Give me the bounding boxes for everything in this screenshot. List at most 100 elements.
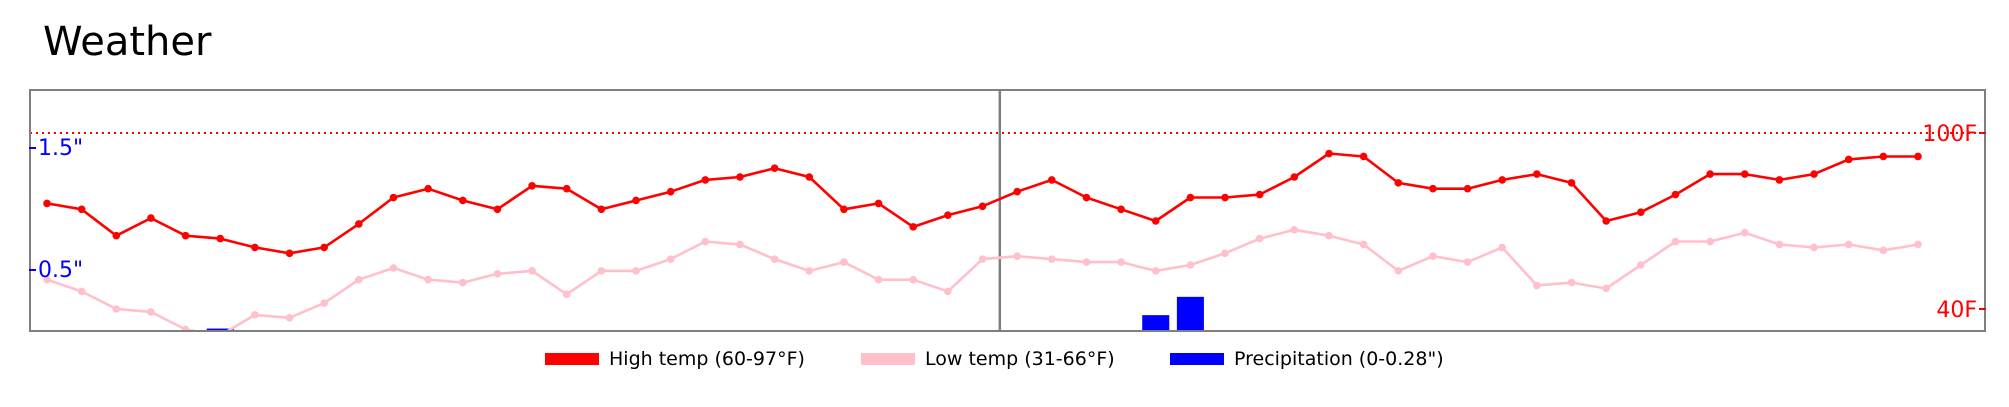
low-temp-point-14 — [493, 270, 502, 278]
low-temp-point-40 — [1394, 267, 1403, 275]
high-temp-point-38 — [1325, 149, 1333, 158]
low-temp-point-25 — [874, 275, 883, 284]
high-temp-point-1 — [43, 199, 51, 208]
low-temp-point-27 — [944, 287, 952, 296]
low-temp-point-22 — [770, 255, 779, 263]
low-temp-point-49 — [1706, 237, 1714, 246]
low-temp-point-54 — [1879, 246, 1888, 255]
high-temp-point-43 — [1498, 176, 1507, 184]
high-temp-point-54 — [1879, 152, 1888, 161]
high-temp-point-3 — [112, 231, 121, 240]
low-temp-point-34 — [1186, 261, 1195, 269]
low-temp-point-1 — [43, 275, 51, 284]
low-temp-point-23 — [805, 267, 814, 275]
low-temp-point-36 — [1255, 234, 1264, 243]
high-temp-point-20 — [701, 176, 710, 184]
low-temp-point-50 — [1740, 228, 1749, 237]
high-temp-point-31 — [1082, 193, 1091, 202]
low-temp-point-45 — [1567, 278, 1576, 287]
high-temp-point-50 — [1740, 170, 1749, 178]
low-temp-point-19 — [666, 255, 675, 263]
high-temp-point-44 — [1533, 170, 1541, 178]
low-temp-point-18 — [632, 267, 640, 275]
high-temp-point-25 — [874, 199, 883, 208]
low-temp-point-15 — [528, 267, 536, 275]
high-temp-point-16 — [562, 184, 571, 193]
low-temp-point-52 — [1810, 243, 1818, 252]
low-temp-point-10 — [355, 275, 363, 284]
high-temp-point-36 — [1255, 190, 1264, 199]
legend-label-precip: Precipitation (0-0.28") — [1234, 348, 1444, 370]
high-temp-point-8 — [285, 249, 294, 258]
high-temp-point-26 — [909, 223, 918, 231]
precip-bar-33 — [1142, 315, 1170, 331]
axes: 100F 40F 1.5" 0.5" — [29, 89, 1986, 332]
high-temp-point-18 — [632, 196, 640, 205]
legend-item-low: Low temp (31-66°F) — [861, 344, 1115, 374]
high-temp-point-23 — [805, 173, 814, 181]
low-temp-point-29 — [1013, 252, 1021, 260]
high-temp-point-9 — [320, 243, 328, 252]
plot-area — [30, 90, 1985, 340]
low-temp-point-8 — [285, 314, 294, 322]
low-temp-point-5 — [181, 325, 190, 331]
precip-tick-label-2: 0.5" — [38, 258, 83, 283]
high-temp-point-33 — [1151, 217, 1160, 225]
low-temp-point-2 — [77, 287, 86, 296]
precip-bar-6 — [206, 328, 234, 331]
low-temp-point-16 — [562, 290, 571, 299]
low-temp-point-55 — [1914, 240, 1922, 249]
low-temp-point-24 — [840, 258, 848, 266]
high-temp-point-24 — [840, 205, 848, 214]
low-temp-point-6 — [216, 332, 224, 340]
low-temp-point-48 — [1671, 237, 1680, 246]
low-temp-point-47 — [1637, 261, 1645, 269]
low-temp-point-31 — [1082, 258, 1091, 266]
legend-swatch-low — [861, 353, 915, 365]
low-temp-point-17 — [597, 267, 606, 275]
chart-title: Weather — [43, 19, 212, 65]
high-temp-point-12 — [424, 184, 432, 193]
high-temp-point-7 — [251, 243, 259, 252]
legend-swatch-high — [545, 353, 599, 365]
legend-item-high: High temp (60-97°F) — [545, 344, 805, 374]
low-temp-point-21 — [736, 240, 744, 249]
low-temp-point-44 — [1533, 281, 1541, 290]
high-temp-point-42 — [1463, 184, 1472, 193]
low-temp-point-3 — [112, 305, 121, 313]
high-temp-point-49 — [1706, 170, 1714, 178]
high-temp-point-53 — [1844, 155, 1853, 164]
high-temp-point-41 — [1429, 184, 1437, 193]
high-temp-point-5 — [181, 231, 190, 240]
low-temp-point-28 — [978, 255, 987, 263]
high-temp-point-19 — [666, 187, 675, 196]
low-temp-point-30 — [1047, 255, 1056, 263]
high-temp-point-48 — [1671, 190, 1680, 199]
low-temp-point-11 — [389, 264, 398, 272]
low-temp-point-37 — [1290, 226, 1299, 234]
legend-label-low: Low temp (31-66°F) — [925, 348, 1115, 370]
low-temp-point-13 — [458, 278, 467, 287]
high-temp-point-29 — [1013, 187, 1021, 196]
high-temp-point-22 — [770, 164, 779, 172]
low-temp-point-51 — [1775, 240, 1784, 249]
precip-tick-label-1: 1.5" — [38, 136, 83, 161]
low-temp-point-26 — [909, 275, 918, 284]
high-temp-point-37 — [1290, 173, 1299, 181]
high-temp-point-32 — [1117, 205, 1125, 214]
low-temp-point-53 — [1844, 240, 1853, 249]
high-temp-point-40 — [1394, 179, 1403, 187]
high-temp-point-11 — [389, 193, 398, 202]
low-temp-point-39 — [1359, 240, 1368, 249]
low-temp-point-12 — [424, 275, 432, 284]
low-temp-point-20 — [701, 237, 710, 246]
low-temp-point-32 — [1117, 258, 1125, 266]
low-temp-point-46 — [1602, 284, 1610, 293]
high-temp-point-4 — [147, 214, 155, 222]
high-temp-point-39 — [1359, 152, 1368, 161]
low-temp-point-4 — [147, 308, 155, 316]
high-temp-point-46 — [1602, 217, 1610, 225]
high-temp-point-2 — [77, 205, 86, 214]
low-temp-point-43 — [1498, 243, 1507, 252]
high-temp-point-45 — [1567, 179, 1576, 187]
